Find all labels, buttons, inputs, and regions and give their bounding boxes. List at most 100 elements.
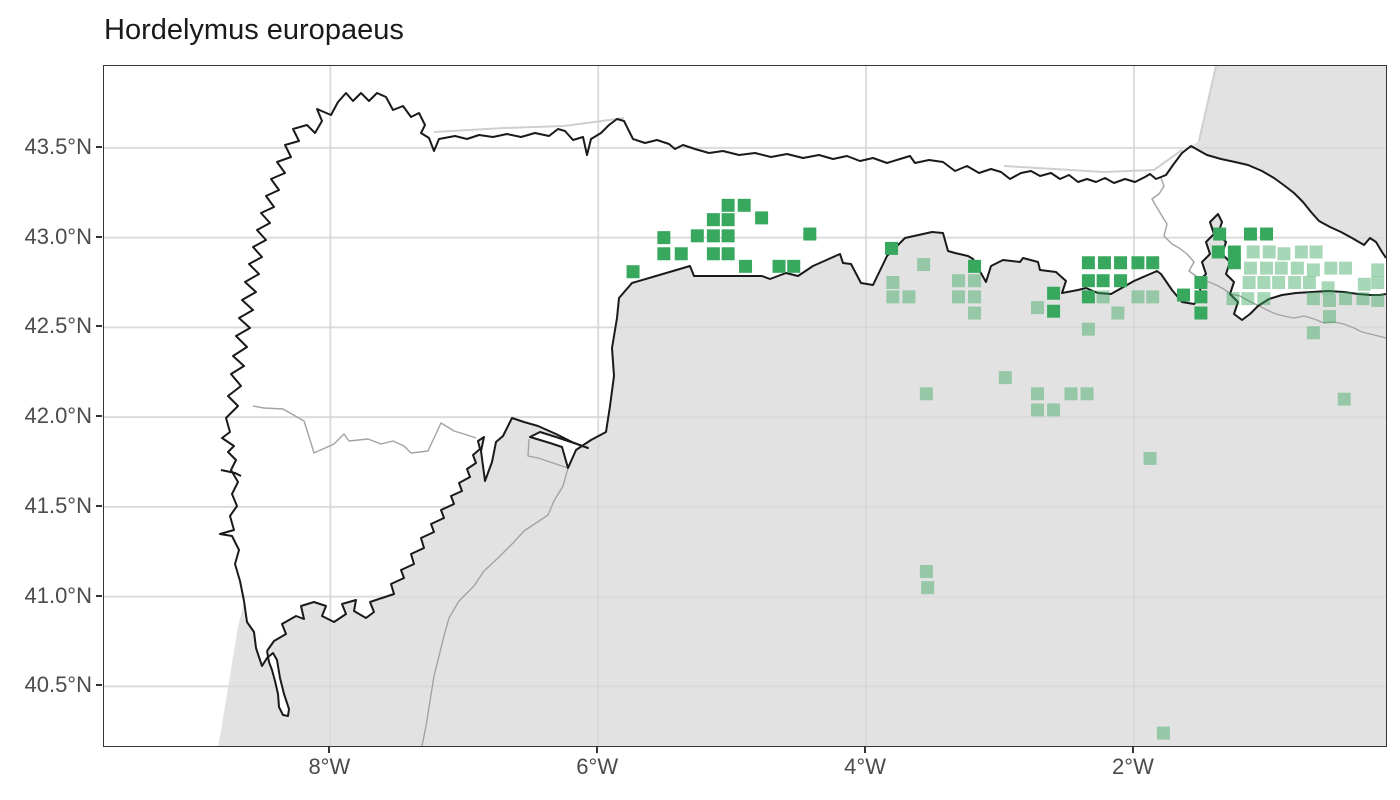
occurrence-square: [1096, 274, 1110, 288]
x-axis-label: 4°W: [844, 754, 886, 779]
occurrence-square: [657, 231, 671, 245]
x-axis-label: 2°W: [1112, 754, 1154, 779]
occurrence-square: [1262, 245, 1276, 259]
occurrence-square: [1277, 247, 1291, 261]
occurrence-square: [998, 371, 1012, 385]
occurrence-square: [951, 274, 965, 288]
occurrence-square: [1081, 290, 1095, 304]
occurrence-square: [1243, 227, 1257, 241]
occurrence-square: [1081, 274, 1095, 288]
occurrence-square: [1306, 263, 1320, 277]
y-axis-label: 43.5°N: [24, 133, 92, 159]
occurrence-square: [1081, 322, 1095, 336]
occurrence-square: [1339, 261, 1353, 275]
occurrence-square: [1242, 275, 1256, 289]
y-axis-label: 40.5°N: [24, 672, 92, 698]
occurrence-square: [1243, 261, 1257, 275]
occurrence-square: [1156, 726, 1170, 740]
occurrence-square: [1321, 281, 1335, 295]
occurrence-square: [1213, 227, 1227, 241]
ria-inlet: [220, 469, 242, 477]
occurrence-square: [737, 198, 751, 212]
occurrence-square: [1114, 256, 1128, 270]
occurrence-square: [803, 227, 817, 241]
occurrence-square: [1306, 326, 1320, 340]
occurrence-square: [1302, 275, 1316, 289]
occurrence-square: [968, 259, 982, 273]
occurrence-square: [1146, 290, 1160, 304]
map-canvas: [104, 66, 1386, 746]
x-axis-label: 6°W: [576, 754, 619, 779]
y-axis-label: 41.0°N: [24, 582, 92, 608]
occurrence-square: [1176, 288, 1190, 302]
occurrence-square: [1143, 451, 1157, 465]
occurrence-square: [886, 275, 900, 289]
occurrence-square: [1047, 403, 1061, 417]
x-axis-tick: [864, 747, 867, 753]
occurrence-square: [706, 247, 720, 261]
occurrence-square: [919, 565, 933, 579]
occurrence-square: [1097, 256, 1111, 270]
occurrence-square: [1031, 387, 1045, 401]
nonstudy-land: [218, 214, 1386, 746]
map-panel: [103, 65, 1387, 747]
occurrence-square: [1274, 261, 1288, 275]
occurrence-square: [1322, 310, 1336, 324]
occurrence-square: [1194, 275, 1208, 289]
occurrence-square: [739, 259, 753, 273]
occurrence-square: [626, 265, 640, 279]
occurrence-square: [1226, 292, 1240, 306]
y-axis-tick: [96, 415, 102, 418]
y-axis-tick: [96, 504, 102, 507]
occurrence-square: [919, 387, 933, 401]
y-axis-label: 42.5°N: [24, 313, 92, 339]
occurrence-square: [657, 247, 671, 261]
x-axis-tick: [596, 747, 599, 753]
occurrence-square: [1371, 263, 1385, 277]
occurrence-square: [1080, 387, 1094, 401]
occurrence-square: [1371, 275, 1385, 289]
occurrence-square: [1114, 274, 1128, 288]
occurrence-square: [1371, 293, 1385, 307]
occurrence-square: [1131, 256, 1145, 270]
occurrence-square: [1309, 245, 1323, 259]
occurrence-square: [721, 198, 735, 212]
y-axis-label: 41.5°N: [24, 492, 92, 518]
occurrence-square: [1356, 292, 1370, 306]
occurrence-square: [772, 259, 786, 273]
occurrence-square: [1194, 290, 1208, 304]
occurrence-square: [951, 290, 965, 304]
admin-boundary: [421, 438, 569, 746]
occurrence-square: [968, 306, 982, 320]
occurrence-square: [1306, 292, 1320, 306]
occurrence-square: [1257, 275, 1271, 289]
coastline: [219, 92, 1386, 602]
occurrence-square: [755, 211, 769, 225]
occurrence-square: [1081, 256, 1095, 270]
occurrence-square: [968, 290, 982, 304]
occurrence-square: [690, 229, 704, 243]
occurrence-square: [721, 247, 735, 261]
occurrence-square: [1260, 261, 1274, 275]
study-tongue-outline: [243, 600, 290, 717]
occurrence-square: [1246, 245, 1260, 259]
x-axis-label: 8°W: [308, 754, 351, 779]
admin-boundary: [252, 405, 477, 454]
occurrence-square: [1031, 301, 1045, 315]
occurrence-square: [1241, 292, 1255, 306]
occurrence-square: [721, 213, 735, 227]
occurrence-square: [706, 213, 720, 227]
occurrence-square: [1337, 392, 1351, 406]
occurrence-square: [902, 290, 916, 304]
occurrence-square: [885, 241, 899, 255]
occurrence-square: [1146, 256, 1160, 270]
y-axis-tick: [96, 145, 102, 148]
y-axis-tick: [96, 594, 102, 597]
occurrence-square: [1211, 245, 1225, 259]
x-axis-tick: [328, 747, 331, 753]
occurrence-square: [1357, 277, 1371, 291]
coast-shadow: [433, 117, 625, 133]
occurrence-square: [706, 229, 720, 243]
occurrence-square: [1227, 256, 1241, 270]
